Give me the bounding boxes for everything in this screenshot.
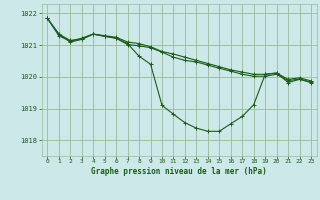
X-axis label: Graphe pression niveau de la mer (hPa): Graphe pression niveau de la mer (hPa) <box>91 167 267 176</box>
